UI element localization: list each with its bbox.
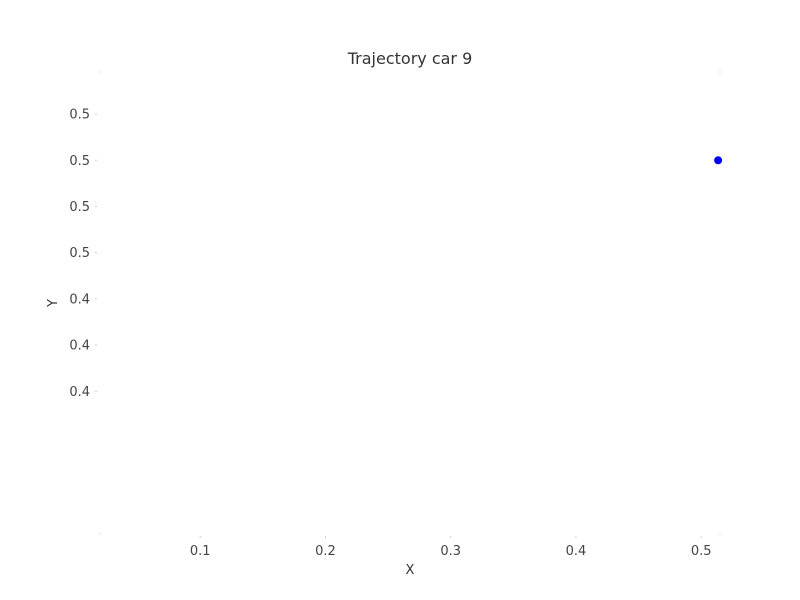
- y-axis-label: Y: [46, 299, 61, 308]
- x-tick-label: 0.4: [566, 544, 587, 559]
- y-tick-label: 0.5: [69, 108, 90, 123]
- y-axis: 0.5 0.5 0.5 0.5 0.4 0.4 0.4: [69, 108, 97, 400]
- plot-area-corners: [99, 71, 721, 535]
- y-tick-label: 0.5: [69, 200, 90, 215]
- x-axis: 0.1 0.2 0.3 0.4 0.5: [190, 536, 712, 559]
- x-tick-label: 0.2: [315, 544, 336, 559]
- data-points: [714, 156, 723, 165]
- x-axis-label: X: [406, 563, 415, 578]
- x-tick-label: 0.1: [190, 544, 211, 559]
- y-tick-label: 0.5: [69, 154, 90, 169]
- y-tick-label: 0.4: [69, 385, 90, 400]
- y-tick-label: 0.4: [69, 339, 90, 354]
- y-tick-label: 0.4: [69, 292, 90, 307]
- chart-title: Trajectory car 9: [347, 49, 473, 68]
- x-tick-label: 0.5: [691, 544, 712, 559]
- x-tick-label: 0.3: [440, 544, 461, 559]
- y-tick-label: 0.5: [69, 246, 90, 261]
- trajectory-point: [714, 156, 723, 165]
